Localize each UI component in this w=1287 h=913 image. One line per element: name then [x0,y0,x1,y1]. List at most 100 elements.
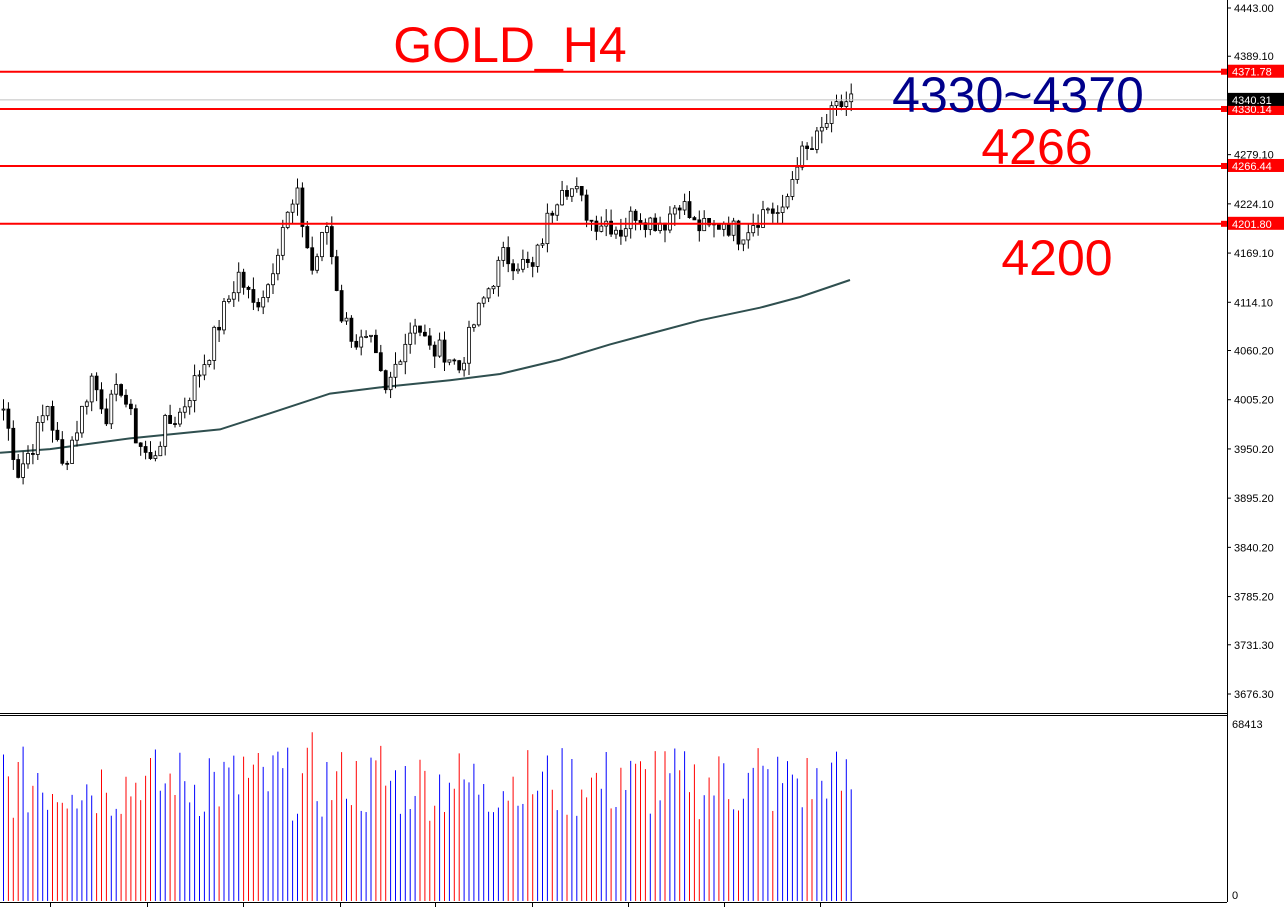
candle [452,358,457,365]
candle [70,436,74,464]
candle-body [11,427,16,460]
candle [84,399,89,415]
candle [133,404,138,444]
candle-body [525,258,530,263]
candle [177,407,182,427]
candle-body [574,186,579,190]
candle [766,207,770,214]
candle-body [344,317,349,322]
candle-body [476,302,481,326]
candle [633,209,638,231]
candle-body [177,411,182,425]
candle [540,238,545,248]
candle [746,223,751,249]
candle [11,420,16,470]
candle-body [560,190,564,206]
candle-body [408,332,413,345]
annotation-label: 4200 [1001,230,1112,286]
candle-body [550,212,555,216]
candle [496,256,501,297]
candle [290,199,295,224]
candle [1,399,6,421]
candle [486,287,491,303]
candle [104,398,109,427]
candle-body [619,229,623,237]
candle [109,389,114,430]
candle-body [427,335,432,346]
candle-body [766,208,770,211]
candle [682,193,687,215]
candle [226,295,231,304]
candle-body [349,317,354,342]
annotation-label: 4266 [981,119,1092,175]
candle [124,389,128,408]
candle-body [231,292,236,300]
candle-body [251,289,256,303]
candle-body [143,446,148,453]
candle-body [75,432,79,441]
candle-body [55,429,60,440]
candle-body [834,101,839,107]
candle [143,440,148,460]
candle [790,171,795,201]
candle-body [192,375,197,401]
candle-body [810,148,814,150]
candle [501,241,506,267]
candle-body [241,271,246,288]
candle-body [471,324,476,328]
candle [751,213,756,237]
candle [418,325,422,337]
candle-body [300,187,305,227]
candle [770,202,775,223]
candle [457,359,462,374]
candle [80,405,84,438]
candle [687,191,692,219]
candle-body [530,262,535,267]
candle [668,206,672,234]
candle-body [849,93,854,103]
candle-body [628,210,633,230]
candle-body [623,228,628,237]
candle-body [89,375,94,403]
candle-body [687,201,692,219]
candle-body [217,326,222,331]
candle [359,329,364,356]
candle-body [94,375,99,391]
candle-body [824,123,829,128]
candle [217,319,222,343]
candle [462,356,467,377]
candle-body [329,226,334,258]
level-tag-bg [1228,158,1284,172]
candle [839,94,844,111]
candle-body [119,384,123,396]
candle-body [521,258,525,270]
candle [320,231,324,262]
candle [373,329,378,354]
candle-body [315,256,320,271]
candle-body [378,352,383,372]
candle-body [226,298,231,302]
candle-body [682,201,687,211]
candle-body [398,361,403,365]
candle-body [40,415,45,423]
candle [128,399,133,416]
candle-body [158,445,163,457]
candle [447,359,452,366]
candle-body [506,247,511,265]
candle [266,283,271,303]
candle-body [236,271,241,294]
candle [628,206,633,239]
candle-body [707,217,711,226]
level-tag-label: 4266.44 [1232,161,1272,173]
candle-body [383,370,388,391]
candle [187,397,192,415]
candle-body [609,220,613,235]
candle [148,441,153,460]
y-tick-label: 4389.10 [1234,51,1274,63]
candle [202,354,207,381]
candle-body [388,376,393,391]
candle-body [403,343,408,363]
candle-body [545,212,550,245]
y-tick-label: 4005.20 [1234,395,1274,407]
candle-body [168,415,173,424]
